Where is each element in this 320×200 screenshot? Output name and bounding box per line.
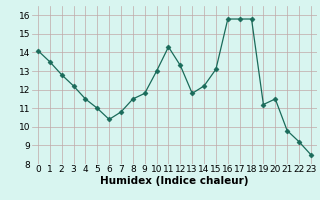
X-axis label: Humidex (Indice chaleur): Humidex (Indice chaleur) <box>100 176 249 186</box>
